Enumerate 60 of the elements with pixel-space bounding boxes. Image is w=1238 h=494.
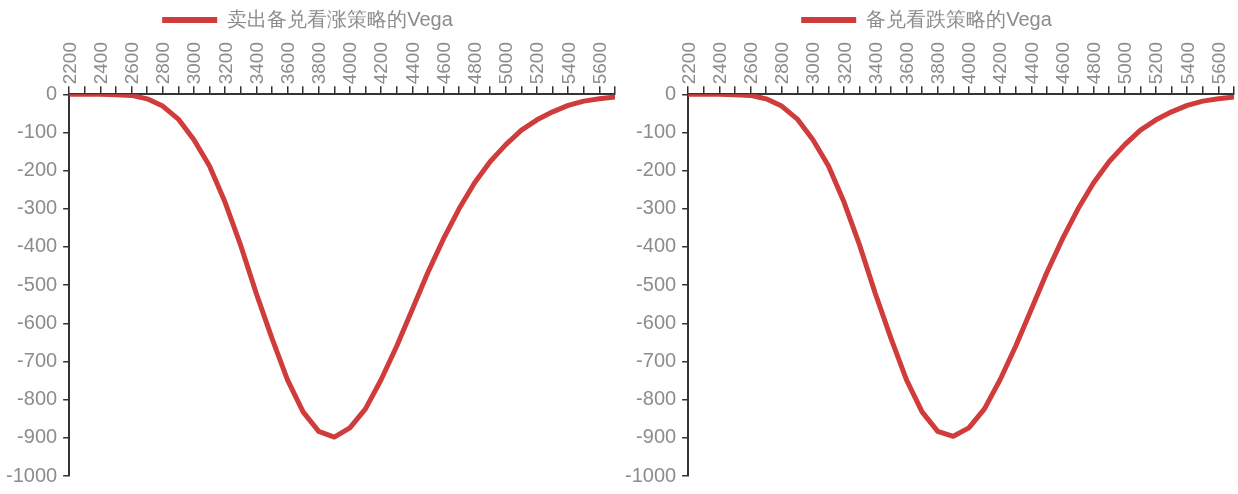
x-tick-label: 2800 xyxy=(771,41,793,85)
y-tick-label: -200 xyxy=(636,158,677,181)
x-tick-label: 3200 xyxy=(833,41,855,85)
x-tick-label: 3800 xyxy=(308,41,330,85)
x-tick-label: 2600 xyxy=(120,41,142,85)
x-tick-label: 4200 xyxy=(370,41,392,85)
y-tick-label: -500 xyxy=(636,272,677,295)
x-tick-label: 5200 xyxy=(1145,41,1167,85)
x-tick-label: 3400 xyxy=(864,41,886,85)
x-tick-label: 4200 xyxy=(989,41,1011,85)
y-tick-label: -900 xyxy=(17,425,58,448)
x-tick-label: 5000 xyxy=(1114,41,1136,85)
y-tick-label: -700 xyxy=(636,349,677,371)
x-tick-label: 4400 xyxy=(401,41,423,85)
y-tick-label: -400 xyxy=(636,234,677,257)
y-tick-label: -300 xyxy=(17,196,58,219)
x-tick-label: 2800 xyxy=(152,41,174,85)
x-tick-label: 4600 xyxy=(1051,41,1073,85)
x-tick-label: 5000 xyxy=(495,41,517,85)
y-tick-label: -600 xyxy=(17,310,58,333)
legend-label: 卖出备兑看涨策略的Vega xyxy=(227,7,454,30)
y-tick-label: -500 xyxy=(17,272,58,295)
x-tick-label: 5200 xyxy=(526,41,548,85)
x-tick-label: 4800 xyxy=(1083,41,1105,85)
y-tick-label: -600 xyxy=(636,310,677,333)
y-tick-label: 0 xyxy=(46,81,58,104)
x-tick-label: 5600 xyxy=(588,41,610,85)
x-tick-label: 3800 xyxy=(927,41,949,85)
y-tick-label: -400 xyxy=(17,234,58,257)
x-tick-label: 4000 xyxy=(958,41,980,85)
x-tick-label: 5400 xyxy=(1176,41,1198,85)
y-tick-label: -700 xyxy=(17,349,58,371)
x-tick-label: 3200 xyxy=(214,41,236,85)
x-tick-label: 2200 xyxy=(677,41,699,85)
x-tick-label: 4600 xyxy=(432,41,454,85)
x-tick-label: 3000 xyxy=(802,41,824,85)
y-tick-label: 0 xyxy=(665,81,677,104)
x-tick-label: 3400 xyxy=(245,41,267,85)
x-tick-label: 2400 xyxy=(89,41,111,85)
x-tick-label: 2600 xyxy=(739,41,761,85)
x-tick-label: 2200 xyxy=(58,41,80,85)
x-tick-label: 5400 xyxy=(557,41,579,85)
y-tick-label: -1000 xyxy=(625,463,677,486)
x-tick-label: 4800 xyxy=(464,41,486,85)
y-tick-label: -900 xyxy=(636,425,677,448)
y-tick-label: -800 xyxy=(636,387,677,410)
x-tick-label: 5600 xyxy=(1207,41,1229,85)
x-tick-label: 3000 xyxy=(183,41,205,85)
y-tick-label: -800 xyxy=(17,387,58,410)
y-tick-label: -100 xyxy=(17,119,58,142)
x-tick-label: 3600 xyxy=(276,41,298,85)
y-tick-label: -1000 xyxy=(6,463,58,486)
y-tick-label: -200 xyxy=(17,158,58,181)
x-tick-label: 4000 xyxy=(339,41,361,85)
legend-label: 备兑看跌策略的Vega xyxy=(866,7,1053,30)
y-tick-label: -300 xyxy=(636,196,677,219)
y-tick-label: -100 xyxy=(636,119,677,142)
x-tick-label: 3600 xyxy=(895,41,917,85)
x-tick-label: 4400 xyxy=(1020,41,1042,85)
x-tick-label: 2400 xyxy=(708,41,730,85)
